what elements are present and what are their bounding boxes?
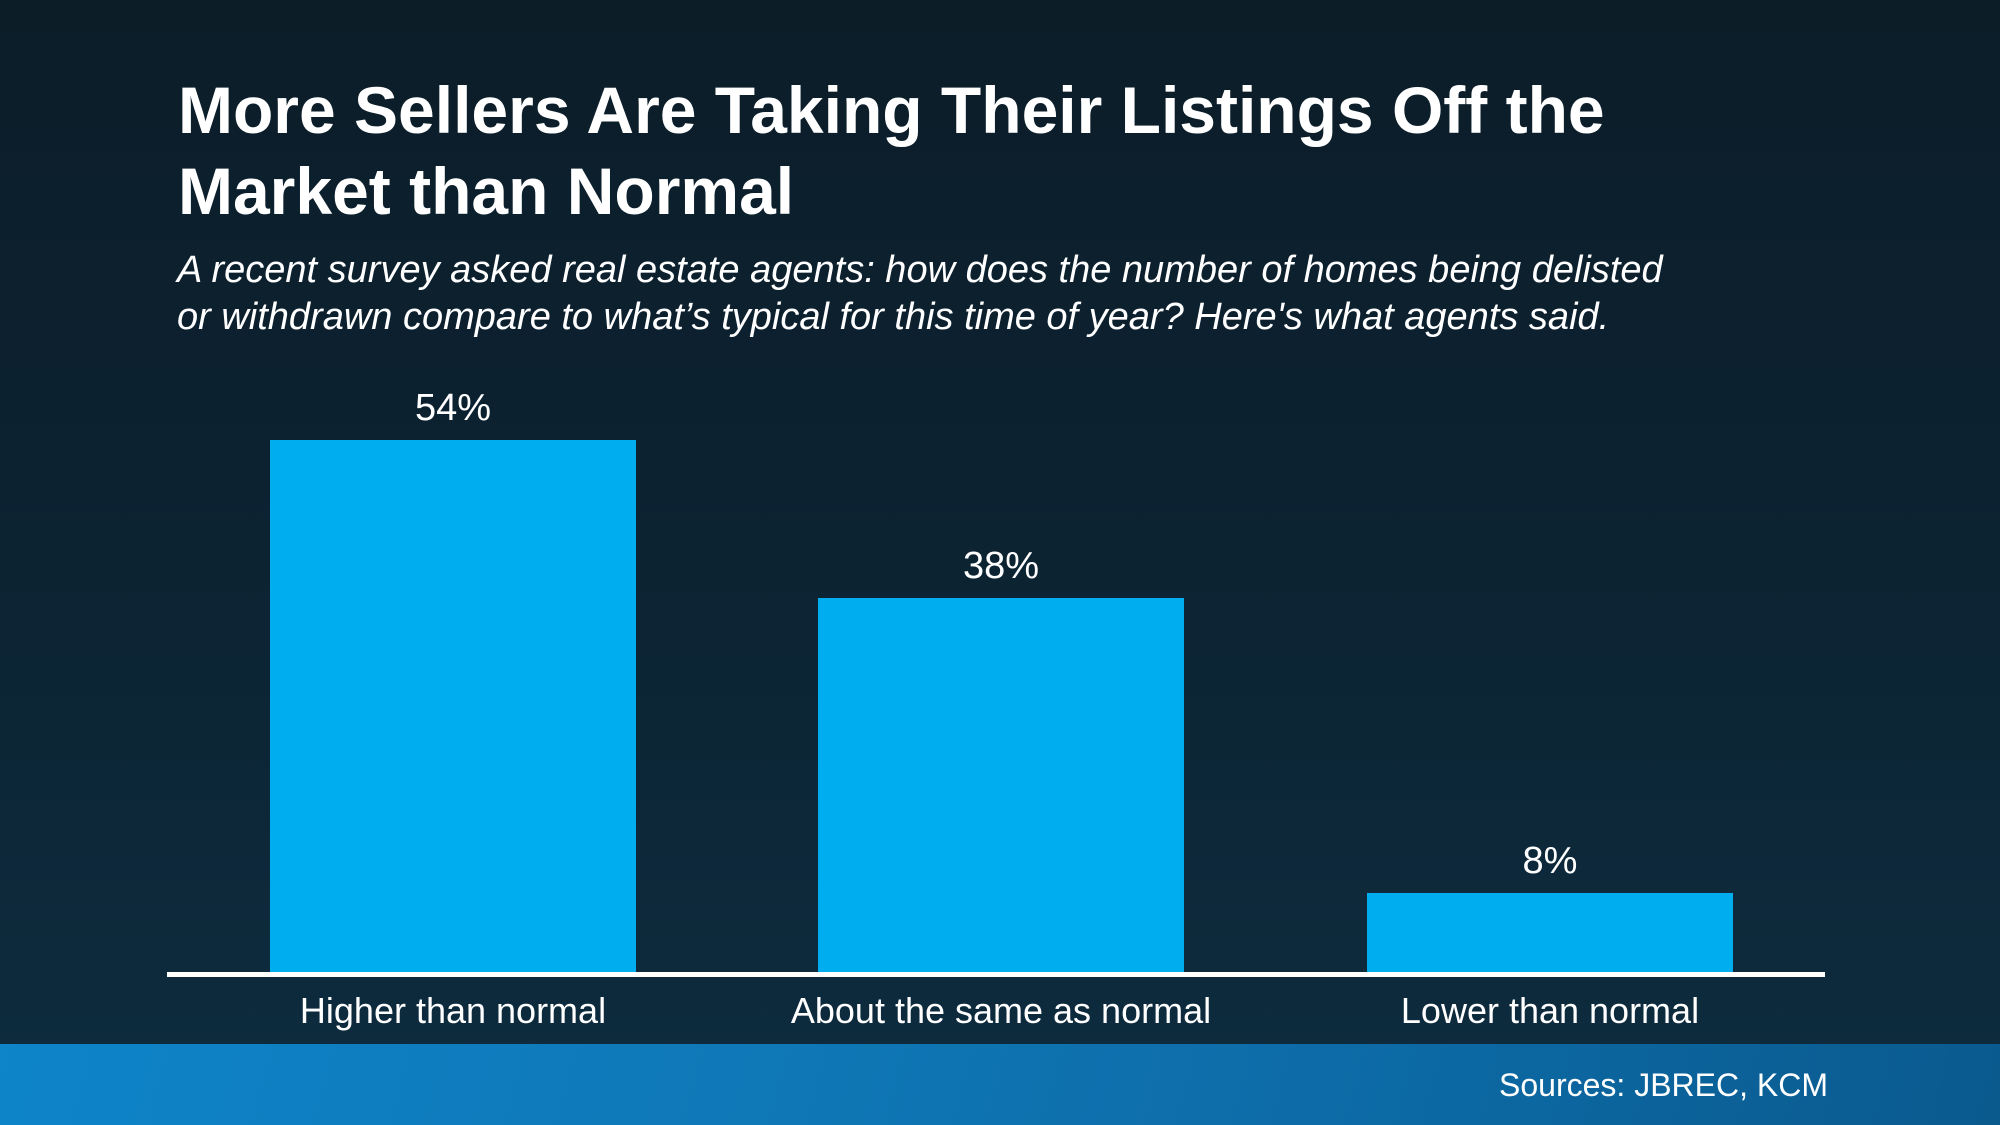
- bar-category-label-about-the-same-as-normal: About the same as normal: [790, 990, 1212, 1031]
- x-axis-line: [167, 972, 1825, 977]
- bar-value-label-higher-than-normal: 54%: [414, 387, 492, 429]
- bar-higher-than-normal: [270, 440, 636, 972]
- bar-category-label-lower-than-normal: Lower than normal: [1400, 990, 1700, 1031]
- page-title: More Sellers Are Taking Their Listings O…: [178, 70, 1738, 232]
- sources-label: Sources: JBREC, KCM: [1499, 1066, 1828, 1103]
- bar-category-label-higher-than-normal: Higher than normal: [299, 990, 607, 1031]
- bar-lower-than-normal: [1367, 893, 1733, 972]
- page-title-line-1: More Sellers Are Taking Their Listings O…: [178, 73, 1605, 147]
- page-title-line-2: Market than Normal: [178, 154, 795, 228]
- footer-bar: Sources: JBREC, KCM: [0, 1044, 2000, 1125]
- bar-value-label-about-the-same-as-normal: 38%: [962, 545, 1040, 587]
- chart-subtitle: A recent survey asked real estate agents…: [177, 247, 1877, 341]
- chart-subtitle-line-1: A recent survey asked real estate agents…: [177, 249, 1663, 291]
- bar-value-label-lower-than-normal: 8%: [1522, 840, 1578, 882]
- bar-about-the-same-as-normal: [818, 598, 1184, 972]
- chart-subtitle-line-2: or withdrawn compare to what’s typical f…: [177, 296, 1610, 338]
